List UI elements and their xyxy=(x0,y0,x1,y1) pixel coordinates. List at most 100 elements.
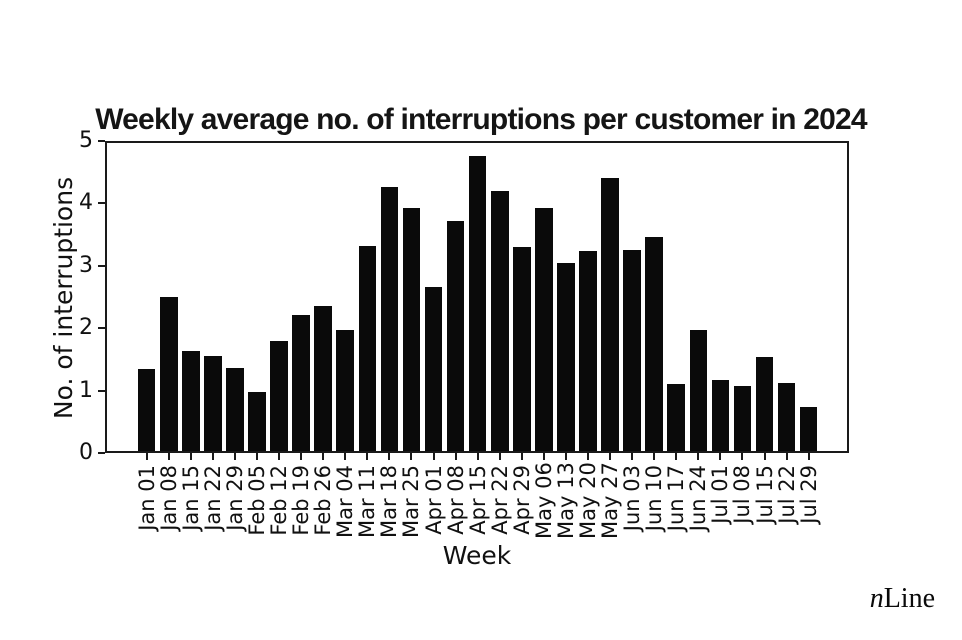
x-tick-label: Jan 01 xyxy=(134,465,159,531)
y-tick-mark xyxy=(98,264,105,267)
bar-apr-29 xyxy=(513,246,531,451)
x-tick-mark xyxy=(476,453,479,460)
bar-apr-15 xyxy=(468,155,487,451)
bar-may-27 xyxy=(601,178,619,451)
x-tick-mark xyxy=(344,453,347,460)
bar-jul-29 xyxy=(799,407,818,451)
x-tick-label: Jul 15 xyxy=(752,465,777,524)
y-tick-label: 0 xyxy=(79,440,93,465)
bar-mar-25 xyxy=(402,207,421,451)
bar-jan-08 xyxy=(159,297,178,451)
bar-jul-15 xyxy=(755,357,774,451)
y-tick-label: 2 xyxy=(79,315,93,341)
x-tick-mark xyxy=(785,453,788,460)
x-tick-label: Mar 25 xyxy=(399,465,424,539)
plot-area xyxy=(105,141,849,453)
x-tick-label: Jul 22 xyxy=(774,465,799,524)
bar-apr-08 xyxy=(446,221,465,451)
x-tick-label: Apr 22 xyxy=(487,465,512,535)
bars-layer xyxy=(107,143,847,451)
y-tick-label: 4 xyxy=(79,190,93,216)
bar-may-13 xyxy=(557,262,575,451)
bar-may-20 xyxy=(579,250,597,451)
bar-jan-29 xyxy=(226,368,244,451)
x-tick-mark xyxy=(300,453,303,460)
x-tick-mark xyxy=(278,453,281,460)
x-tick-mark xyxy=(211,453,214,460)
x-tick-label: Apr 08 xyxy=(443,465,468,535)
x-tick-label: Mar 11 xyxy=(355,465,380,539)
x-tick-mark xyxy=(697,453,700,460)
x-axis-title: Week xyxy=(442,541,512,570)
x-tick-mark xyxy=(410,453,413,460)
x-tick-label: Jan 22 xyxy=(200,465,225,531)
nline-logo: nLine xyxy=(870,583,935,615)
bar-jun-10 xyxy=(645,236,663,451)
x-tick-mark xyxy=(653,453,656,460)
x-tick-label: Jan 08 xyxy=(156,465,181,531)
y-tick-mark xyxy=(98,140,105,142)
y-tick-mark xyxy=(98,327,105,330)
bar-apr-22 xyxy=(490,191,509,451)
x-tick-mark xyxy=(719,453,722,460)
x-tick-label: Feb 05 xyxy=(245,465,270,536)
x-tick-mark xyxy=(807,453,810,460)
x-tick-label: Jul 29 xyxy=(796,465,821,524)
x-tick-mark xyxy=(432,453,435,460)
x-tick-mark xyxy=(189,453,192,460)
x-tick-mark xyxy=(388,453,391,460)
x-tick-mark xyxy=(145,453,148,460)
x-tick-mark xyxy=(366,453,369,460)
bar-jul-08 xyxy=(733,385,752,451)
x-tick-label: Feb 12 xyxy=(267,465,292,536)
chart-title: Weekly average no. of interruptions per … xyxy=(95,103,867,136)
bar-jun-24 xyxy=(689,329,708,451)
bar-may-06 xyxy=(535,208,553,451)
x-tick-mark xyxy=(167,453,170,460)
x-tick-label: Jul 08 xyxy=(730,465,755,524)
bar-jan-15 xyxy=(182,350,200,451)
bar-feb-12 xyxy=(270,341,288,451)
x-tick-mark xyxy=(256,453,259,460)
x-tick-mark xyxy=(763,453,766,460)
y-tick-mark xyxy=(98,452,105,454)
x-tick-label: Mar 04 xyxy=(333,465,358,539)
x-tick-mark xyxy=(454,453,457,460)
x-tick-mark xyxy=(542,453,545,460)
y-tick-label: 1 xyxy=(79,377,93,403)
x-tick-mark xyxy=(498,453,501,460)
x-tick-label: May 13 xyxy=(553,462,578,539)
x-tick-label: May 27 xyxy=(598,462,623,539)
x-tick-mark xyxy=(675,453,678,460)
x-tick-mark xyxy=(631,453,634,460)
bar-jun-17 xyxy=(667,383,686,451)
x-tick-mark xyxy=(741,453,744,460)
y-tick-mark xyxy=(98,202,105,205)
x-tick-label: Jun 10 xyxy=(642,465,667,532)
bar-jul-01 xyxy=(711,380,730,451)
bar-feb-19 xyxy=(292,315,310,451)
x-tick-label: Feb 26 xyxy=(311,465,336,536)
bar-mar-11 xyxy=(358,245,377,451)
bar-feb-26 xyxy=(314,305,333,451)
y-tick-label: 5 xyxy=(79,128,93,153)
x-tick-mark xyxy=(587,453,590,460)
bar-mar-18 xyxy=(380,187,399,451)
nline-logo-line: Line xyxy=(883,583,935,614)
x-tick-label: Jun 17 xyxy=(664,465,689,532)
x-tick-mark xyxy=(322,453,325,460)
x-tick-label: Mar 18 xyxy=(377,465,402,539)
y-tick-mark xyxy=(98,389,105,392)
x-tick-mark xyxy=(520,453,523,460)
x-tick-label: Jan 15 xyxy=(178,465,203,531)
bar-jul-22 xyxy=(777,382,796,451)
nline-logo-n: n xyxy=(869,583,884,614)
x-tick-label: Jun 03 xyxy=(620,465,645,532)
x-tick-label: Feb 19 xyxy=(289,465,314,536)
x-tick-mark xyxy=(564,453,567,460)
x-tick-label: Apr 01 xyxy=(421,465,446,535)
bar-jun-03 xyxy=(623,249,641,451)
x-tick-label: Apr 29 xyxy=(509,465,534,535)
bar-mar-04 xyxy=(336,330,355,451)
